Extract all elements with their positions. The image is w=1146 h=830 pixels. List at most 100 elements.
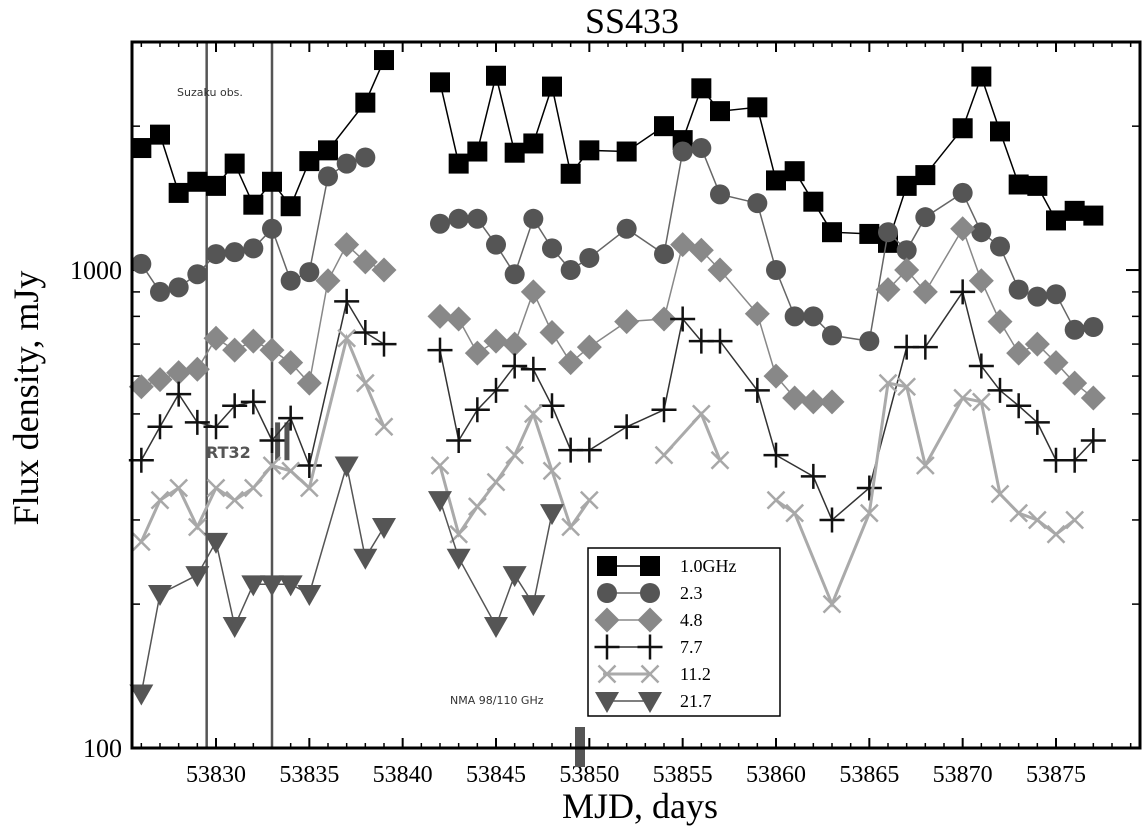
data-point bbox=[241, 575, 266, 597]
rt32-mark bbox=[284, 422, 290, 461]
data-point bbox=[654, 116, 674, 137]
data-point bbox=[691, 404, 711, 424]
series-11.2 bbox=[131, 328, 1085, 614]
legend-marker bbox=[595, 692, 619, 713]
data-point bbox=[430, 213, 450, 234]
data-point bbox=[912, 334, 938, 360]
data-point bbox=[147, 367, 173, 393]
data-point bbox=[187, 171, 208, 192]
data-point bbox=[710, 184, 730, 205]
data-point bbox=[1027, 175, 1048, 196]
data-point bbox=[971, 392, 991, 412]
data-point bbox=[430, 72, 450, 93]
data-point bbox=[467, 497, 487, 516]
legend-marker bbox=[597, 556, 617, 576]
data-point bbox=[280, 270, 301, 291]
data-point bbox=[336, 153, 357, 174]
data-point bbox=[352, 249, 378, 275]
data-point bbox=[561, 517, 581, 537]
data-point bbox=[819, 507, 845, 533]
rt32-annotation: RT32 bbox=[206, 443, 251, 462]
data-point bbox=[502, 331, 528, 357]
data-point bbox=[240, 389, 266, 415]
x-axis-label: MJD, days bbox=[562, 786, 718, 826]
data-point bbox=[371, 257, 397, 283]
data-point bbox=[502, 566, 527, 588]
data-point bbox=[952, 118, 973, 139]
data-point bbox=[688, 237, 714, 263]
data-point bbox=[803, 306, 824, 327]
x-tick-label: 53845 bbox=[466, 762, 526, 788]
legend-marker bbox=[597, 583, 617, 603]
series-2.3 bbox=[131, 138, 1104, 352]
legend-label: 21.7 bbox=[680, 691, 712, 711]
data-point bbox=[540, 504, 564, 526]
data-point bbox=[1046, 524, 1066, 544]
data-point bbox=[1080, 385, 1106, 411]
data-point bbox=[651, 306, 677, 332]
data-point bbox=[912, 279, 938, 305]
data-point bbox=[616, 218, 637, 239]
legend-marker bbox=[640, 556, 660, 576]
data-point bbox=[707, 257, 733, 283]
data-point bbox=[560, 163, 581, 184]
data-point bbox=[670, 306, 696, 332]
data-point bbox=[990, 121, 1010, 142]
data-point bbox=[542, 76, 562, 97]
legend-marker bbox=[594, 607, 620, 633]
data-point bbox=[803, 191, 824, 212]
data-point bbox=[1064, 319, 1085, 340]
series-21.7 bbox=[129, 456, 564, 706]
data-point bbox=[467, 141, 488, 162]
legend-marker bbox=[637, 607, 663, 633]
data-point bbox=[747, 97, 768, 118]
legend-label: 1.0GHz bbox=[680, 556, 737, 576]
data-point bbox=[318, 166, 338, 187]
data-point bbox=[520, 356, 546, 382]
suzaku-annotation: Suzaku obs. bbox=[177, 86, 243, 99]
data-point bbox=[520, 279, 546, 305]
series-line bbox=[140, 147, 1094, 342]
data-point bbox=[448, 208, 469, 229]
data-point bbox=[766, 490, 786, 510]
data-point bbox=[616, 141, 637, 162]
data-point bbox=[184, 356, 210, 382]
x-tick-label: 53830 bbox=[186, 762, 246, 788]
series-line bbox=[140, 290, 1094, 522]
data-point bbox=[224, 242, 245, 263]
data-point bbox=[521, 595, 546, 617]
data-point bbox=[896, 175, 917, 196]
data-point bbox=[299, 478, 319, 498]
data-point bbox=[1062, 370, 1088, 396]
data-point bbox=[131, 253, 152, 274]
data-point bbox=[614, 309, 640, 335]
data-point bbox=[987, 309, 1013, 335]
data-point bbox=[691, 78, 712, 99]
data-point bbox=[278, 350, 304, 376]
data-point bbox=[1027, 510, 1047, 530]
data-point bbox=[560, 260, 581, 281]
data-point bbox=[486, 234, 506, 255]
x-tick-label: 53855 bbox=[653, 762, 713, 788]
data-point bbox=[576, 437, 602, 463]
data-point bbox=[484, 616, 508, 638]
data-point bbox=[505, 445, 525, 465]
data-point bbox=[224, 153, 245, 174]
data-point bbox=[785, 503, 805, 523]
data-point bbox=[1083, 317, 1104, 338]
data-point bbox=[131, 138, 152, 159]
data-point bbox=[428, 491, 452, 513]
data-point bbox=[1008, 174, 1029, 195]
data-point bbox=[259, 337, 285, 363]
data-point bbox=[744, 377, 770, 403]
data-point bbox=[281, 461, 301, 481]
data-point bbox=[915, 165, 936, 186]
legend-marker bbox=[597, 664, 617, 684]
data-point bbox=[148, 584, 172, 606]
data-point bbox=[147, 414, 173, 440]
data-point bbox=[800, 463, 826, 489]
data-point bbox=[430, 456, 450, 475]
legend: 1.0GHz 2.3 4.8 7.7 11.2 21.7 bbox=[587, 547, 781, 717]
data-point bbox=[539, 393, 565, 419]
legend-label: 2.3 bbox=[680, 583, 703, 603]
